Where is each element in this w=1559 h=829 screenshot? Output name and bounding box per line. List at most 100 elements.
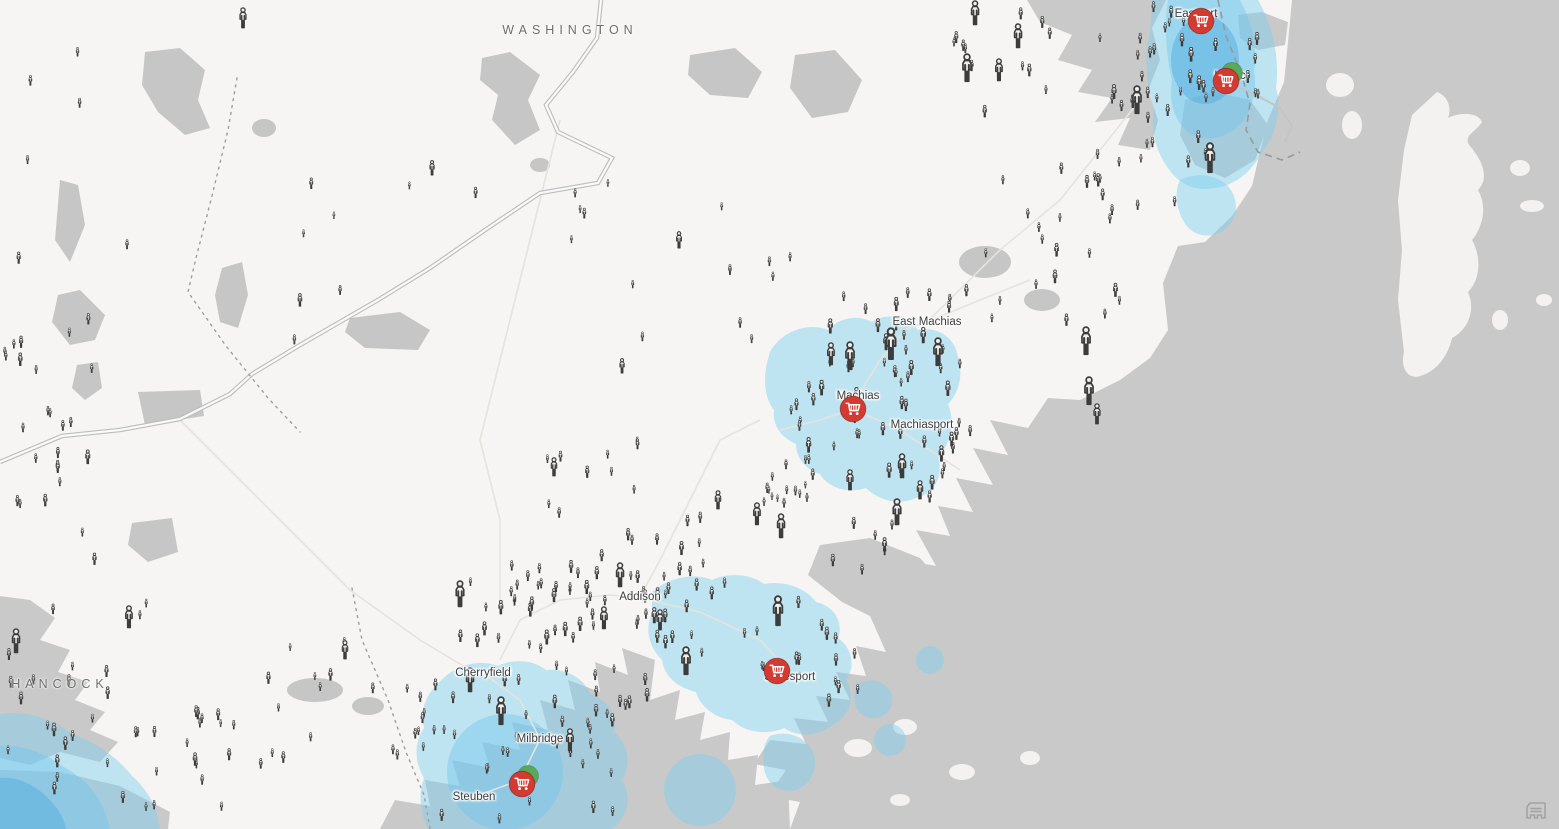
- person-icon: [1117, 156, 1121, 167]
- person-icon: [591, 620, 595, 630]
- person-icon: [1064, 313, 1069, 326]
- person-icon: [576, 567, 580, 579]
- person-icon: [258, 758, 263, 769]
- grocery-store-marker[interactable]: [1179, 0, 1223, 43]
- person-icon: [562, 621, 568, 637]
- person-icon: [509, 586, 513, 597]
- person-icon: [720, 202, 724, 211]
- person-icon: [568, 559, 574, 573]
- person-icon: [788, 252, 792, 262]
- person-icon: [1113, 282, 1118, 297]
- person-icon: [957, 417, 961, 428]
- person-icon: [635, 570, 640, 583]
- person-icon: [70, 661, 74, 671]
- person-icon: [405, 683, 409, 693]
- person-icon: [292, 334, 297, 345]
- person-icon: [893, 296, 899, 312]
- person-icon: [582, 207, 587, 219]
- person-icon: [198, 717, 202, 728]
- person-icon: [805, 492, 809, 502]
- person-icon: [550, 457, 558, 477]
- person-icon: [429, 160, 435, 176]
- person-icon: [770, 492, 774, 501]
- person-icon: [1084, 174, 1090, 188]
- person-icon: [995, 58, 1003, 82]
- person-icon: [58, 477, 62, 487]
- person-icon: [1026, 208, 1030, 219]
- person-icon: [571, 631, 575, 643]
- person-icon: [593, 669, 597, 681]
- attribution-building-icon[interactable]: [1521, 797, 1551, 823]
- cart-icon: [1212, 67, 1240, 95]
- person-icon: [515, 579, 519, 590]
- person-icon: [599, 549, 604, 562]
- person-icon: [762, 497, 766, 506]
- person-icon: [714, 490, 722, 510]
- person-icon: [55, 446, 60, 459]
- person-icon: [270, 748, 274, 758]
- person-icon: [952, 37, 956, 47]
- person-icon: [585, 598, 589, 608]
- person-icon: [642, 589, 648, 603]
- person-icon: [1040, 15, 1045, 28]
- person-icon: [547, 499, 551, 509]
- person-icon: [413, 727, 418, 739]
- person-icon: [890, 519, 894, 530]
- person-icon: [594, 566, 600, 580]
- person-icon: [61, 419, 65, 431]
- person-icon: [227, 748, 232, 761]
- person-icon: [615, 562, 625, 588]
- person-icon: [105, 686, 110, 699]
- person-icon: [302, 229, 305, 238]
- person-icon: [570, 235, 573, 244]
- person-icon: [785, 485, 789, 495]
- person-icon: [698, 511, 703, 523]
- person-icon: [1044, 85, 1048, 95]
- cart-icon: [508, 770, 536, 798]
- person-icon: [309, 732, 313, 742]
- person-icon: [281, 751, 286, 763]
- person-icon: [104, 665, 109, 677]
- person-icon: [1108, 213, 1112, 224]
- person-icon: [125, 239, 129, 250]
- person-icon: [588, 591, 592, 602]
- person-icon: [1034, 279, 1038, 289]
- person-icon: [338, 284, 342, 295]
- person-icon: [473, 186, 478, 199]
- person-icon: [750, 334, 754, 344]
- person-icon: [144, 598, 148, 608]
- person-icon: [232, 719, 236, 730]
- grocery-store-marker[interactable]: [1204, 59, 1248, 103]
- lakes-layer: [52, 48, 1060, 715]
- grocery-store-marker[interactable]: [755, 649, 799, 693]
- person-icon: [982, 104, 987, 118]
- person-icon: [526, 570, 530, 581]
- person-icon: [842, 291, 846, 302]
- person-icon: [332, 211, 336, 220]
- person-icon: [4, 351, 8, 361]
- person-icon: [1020, 61, 1025, 71]
- person-icon: [554, 660, 559, 670]
- person-icon: [1087, 248, 1092, 258]
- person-icon: [416, 726, 420, 736]
- grocery-store-marker[interactable]: [831, 387, 875, 431]
- person-icon: [873, 530, 877, 540]
- grocery-store-marker[interactable]: [500, 762, 544, 806]
- person-icon: [277, 703, 280, 712]
- person-icon: [395, 749, 400, 760]
- cart-icon: [1187, 7, 1215, 35]
- person-icon: [798, 489, 802, 498]
- person-icon: [28, 75, 33, 86]
- person-icon: [34, 453, 38, 463]
- person-icon: [625, 528, 631, 541]
- boundary-layer: [187, 0, 1301, 829]
- person-icon: [685, 514, 690, 527]
- person-icon: [863, 303, 868, 315]
- person-icon: [391, 744, 395, 755]
- person-icon: [474, 633, 480, 648]
- person-icon: [553, 624, 557, 636]
- person-icon: [631, 279, 635, 289]
